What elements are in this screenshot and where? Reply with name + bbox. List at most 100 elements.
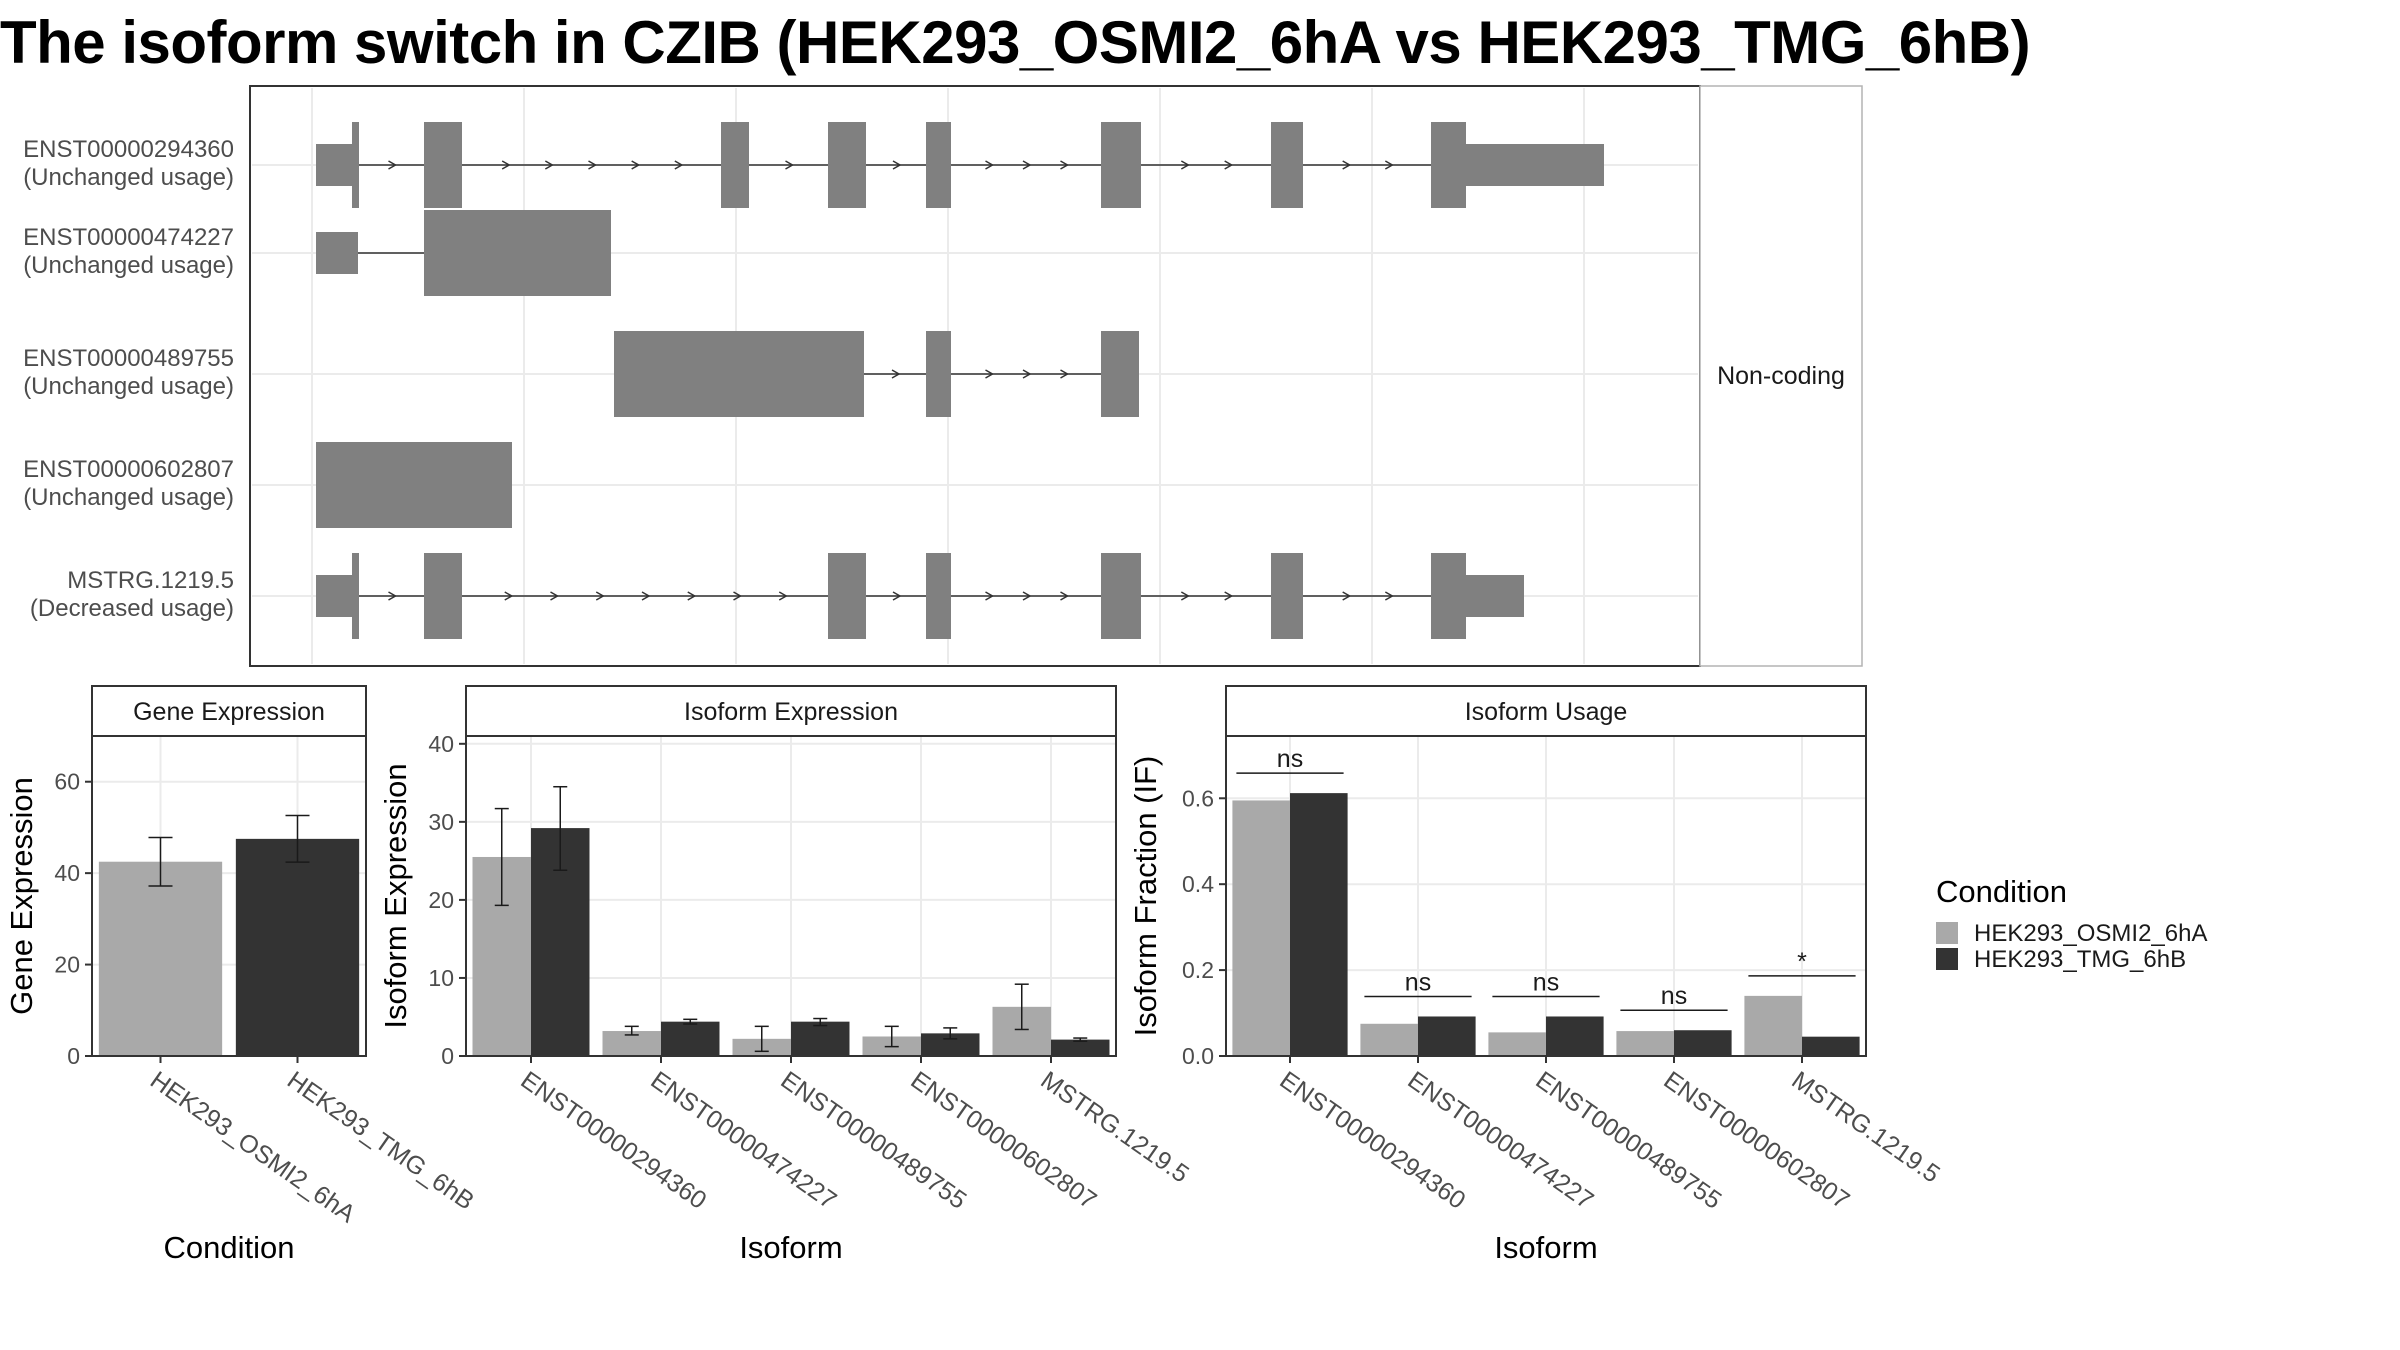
y-tick-label: 40 [54, 860, 80, 886]
intron-direction-arrow [595, 591, 605, 601]
y-tick-label: 0 [441, 1043, 454, 1069]
intron-direction-arrow [1060, 160, 1070, 170]
bar [1051, 1039, 1110, 1056]
panel-title: Isoform Usage [1465, 698, 1628, 726]
bar [1488, 1032, 1546, 1056]
intron-direction-arrow [674, 160, 684, 170]
legend-label: HEK293_TMG_6hB [1974, 946, 2186, 973]
bar [1418, 1016, 1476, 1056]
significance-label: ns [1405, 968, 1431, 996]
y-tick-label: 10 [428, 965, 454, 991]
coding-exon [316, 442, 512, 528]
intron-direction-arrow [1060, 369, 1070, 379]
intron-direction-arrow [891, 369, 901, 379]
y-tick-label: 0.2 [1182, 957, 1214, 983]
bar-panel [459, 685, 1117, 1063]
intron-direction-arrow [1384, 160, 1394, 170]
legend-title: Condition [1936, 874, 2067, 909]
intron-direction-arrow [1022, 160, 1032, 170]
coding-exon [352, 122, 359, 208]
figure-title: The isoform switch in CZIB (HEK293_OSMI2… [0, 9, 2031, 76]
bar [921, 1033, 980, 1056]
coding-exon [926, 553, 951, 639]
bar-panel [85, 685, 367, 1063]
significance-label: ns [1533, 968, 1559, 996]
utr-exon [1466, 144, 1604, 186]
y-tick-label: 0.4 [1182, 871, 1214, 897]
x-axis-title: Isoform [1494, 1230, 1597, 1265]
coding-exon [926, 122, 951, 208]
significance-label: * [1797, 948, 1807, 976]
coding-exon [828, 122, 866, 208]
y-tick-label: 0.6 [1182, 785, 1214, 811]
intron-direction-arrow [588, 160, 598, 170]
intron-direction-arrow [1180, 160, 1190, 170]
intron-direction-arrow [641, 591, 651, 601]
intron-direction-arrow [778, 591, 788, 601]
coding-exon [721, 122, 749, 208]
intron-direction-arrow [504, 591, 514, 601]
transcript-usage-label: (Unchanged usage) [23, 484, 234, 511]
transcript-label: MSTRG.1219.5 [67, 567, 234, 594]
intron-direction-arrow [1022, 369, 1032, 379]
legend-label: HEK293_OSMI2_6hA [1974, 920, 2207, 947]
intron-direction-arrow [1224, 160, 1234, 170]
coding-exon [1271, 553, 1303, 639]
significance-label: ns [1661, 982, 1687, 1010]
intron-direction-arrow [1342, 591, 1352, 601]
bar [1232, 800, 1290, 1056]
intron-direction-arrow [1060, 591, 1070, 601]
legend [1936, 922, 1958, 970]
panel-strip [91, 685, 367, 737]
intron-direction-arrow [985, 591, 995, 601]
bar [791, 1021, 850, 1056]
utr-exon [316, 575, 352, 617]
transcript-label: ENST00000602807 [23, 456, 234, 483]
y-tick-label: 30 [428, 809, 454, 835]
intron-direction-arrow [544, 160, 554, 170]
bar [1744, 995, 1802, 1056]
transcript-usage-label: (Decreased usage) [30, 595, 234, 622]
legend-swatch [1936, 922, 1958, 944]
bar [1290, 793, 1348, 1056]
intron-direction-arrow [985, 369, 995, 379]
utr-exon [1466, 575, 1524, 617]
significance-label: ns [1277, 745, 1303, 773]
intron-direction-arrow [892, 591, 902, 601]
bar [235, 838, 360, 1056]
intron-direction-arrow [501, 160, 511, 170]
intron-direction-arrow [1224, 591, 1234, 601]
coding-exon [614, 331, 864, 417]
intron-direction-arrow [388, 591, 398, 601]
coding-exon [424, 210, 611, 296]
coding-exon [926, 331, 951, 417]
transcript-usage-label: (Unchanged usage) [23, 252, 234, 279]
intron-direction-arrow [1342, 160, 1352, 170]
y-axis-title: Isoform Fraction (IF) [1128, 756, 1163, 1037]
utr-exon [316, 144, 352, 186]
y-tick-label: 20 [54, 952, 80, 978]
coding-exon [1101, 331, 1139, 417]
panel-strip [1225, 685, 1867, 737]
facet-strip [1699, 85, 1863, 667]
bar [1674, 1030, 1732, 1056]
y-tick-label: 60 [54, 769, 80, 795]
coding-exon [1101, 122, 1141, 208]
intron-direction-arrow [892, 160, 902, 170]
y-tick-label: 0.0 [1182, 1043, 1214, 1069]
intron-direction-arrow [687, 591, 697, 601]
coding-exon [424, 122, 462, 208]
legend-swatch [1936, 948, 1958, 970]
panel-frame [91, 735, 367, 1057]
coding-exon [1431, 122, 1466, 208]
x-axis-title: Condition [164, 1230, 295, 1265]
intron-direction-arrow [550, 591, 560, 601]
transcript-label: ENST00000489755 [23, 345, 234, 372]
y-tick-label: 0 [67, 1043, 80, 1069]
panel-title: Gene Expression [133, 698, 325, 726]
coding-exon [1101, 553, 1141, 639]
coding-exon [352, 553, 359, 639]
x-axis-title: Isoform [739, 1230, 842, 1265]
intron-direction-arrow [1384, 591, 1394, 601]
